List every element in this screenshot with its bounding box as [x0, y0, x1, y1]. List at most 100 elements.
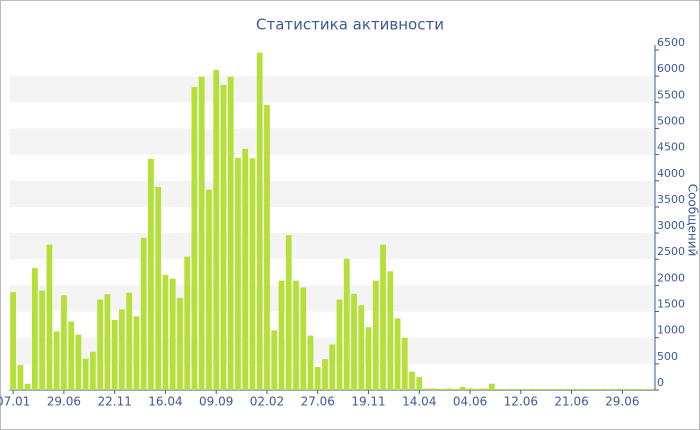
grid-band — [9, 233, 655, 260]
bar — [242, 148, 249, 390]
bar — [24, 383, 31, 390]
bar — [517, 388, 524, 390]
bar — [365, 327, 372, 390]
y-tick-label: 0 — [657, 376, 664, 389]
bar — [597, 388, 604, 390]
y-tick-label: 4000 — [657, 167, 685, 180]
bar — [155, 187, 162, 390]
bar — [133, 316, 140, 390]
bar — [619, 388, 626, 390]
bar — [39, 290, 46, 390]
x-tick-label: 04.06 — [453, 395, 487, 409]
bar — [387, 271, 394, 390]
y-tick-label: 5000 — [657, 114, 685, 127]
bar — [539, 388, 546, 390]
bar — [568, 388, 575, 390]
bar — [322, 359, 328, 390]
bar — [314, 366, 321, 390]
x-tick-label: 07.01 — [0, 395, 30, 409]
bar — [452, 388, 459, 390]
bar — [372, 280, 379, 390]
chart-title: Статистика активности — [256, 16, 444, 34]
bar — [445, 388, 452, 390]
y-tick-label: 3000 — [657, 219, 685, 232]
bar — [604, 388, 611, 390]
bar — [394, 318, 401, 390]
bar — [53, 331, 60, 390]
x-tick-label: 27.06 — [301, 395, 335, 409]
bar — [416, 376, 423, 390]
y-tick-label: 6000 — [657, 62, 685, 75]
bar — [575, 388, 582, 390]
y-tick-label: 1000 — [657, 324, 685, 337]
bar — [525, 388, 531, 390]
bar — [329, 344, 336, 390]
bar — [358, 305, 365, 390]
bar — [307, 335, 314, 390]
bar — [423, 388, 430, 390]
bar — [256, 52, 263, 390]
bar — [583, 388, 589, 390]
bar — [119, 309, 125, 390]
bar — [90, 351, 96, 390]
bar — [467, 388, 473, 390]
y-tick-label: 3500 — [657, 193, 685, 206]
bar — [17, 364, 24, 390]
bar — [503, 388, 510, 390]
bar — [68, 321, 75, 390]
grid-band — [9, 76, 655, 103]
bar — [235, 157, 241, 390]
bar — [532, 388, 539, 390]
x-tick-label: 21.06 — [554, 395, 588, 409]
bar — [648, 388, 655, 390]
bar — [184, 256, 191, 390]
bar — [561, 388, 568, 390]
x-tick-label: 29.06 — [605, 395, 639, 409]
bar — [227, 76, 234, 390]
bar — [343, 258, 350, 390]
bar — [438, 388, 444, 390]
bar — [271, 330, 278, 390]
bar — [82, 358, 89, 390]
bar — [111, 319, 118, 390]
bar — [546, 388, 553, 390]
bar — [60, 295, 67, 390]
bar — [590, 388, 597, 390]
bar — [206, 189, 212, 390]
bar — [220, 85, 227, 391]
bar — [148, 158, 154, 390]
y-tick-label: 500 — [657, 350, 678, 363]
bar — [293, 280, 299, 390]
y-tick-label: 2000 — [657, 271, 685, 284]
bar — [336, 299, 343, 390]
bar — [285, 235, 292, 390]
bar — [46, 244, 53, 390]
bar — [278, 280, 285, 390]
bar — [554, 388, 560, 390]
bar — [380, 244, 386, 390]
bar — [633, 388, 640, 390]
bar — [496, 388, 502, 390]
bar — [213, 69, 220, 390]
x-tick-label: 02.02 — [250, 395, 284, 409]
x-tick-label: 12.06 — [504, 395, 538, 409]
bar — [169, 278, 176, 390]
bar — [264, 104, 270, 390]
bar — [430, 388, 437, 390]
bar — [97, 299, 104, 390]
x-tick-label: 29.06 — [47, 395, 81, 409]
bar — [481, 388, 488, 390]
bar — [75, 334, 82, 390]
bar — [249, 158, 256, 390]
bar — [10, 292, 17, 390]
y-tick-label: 6500 — [657, 36, 685, 49]
bar — [162, 274, 169, 390]
grid-band — [9, 285, 655, 312]
y-tick-label: 1500 — [657, 298, 685, 311]
x-tick-label: 16.04 — [148, 395, 182, 409]
x-tick-label: 09.09 — [199, 395, 233, 409]
bar — [198, 76, 205, 390]
bar — [351, 293, 357, 390]
bar — [641, 388, 648, 390]
